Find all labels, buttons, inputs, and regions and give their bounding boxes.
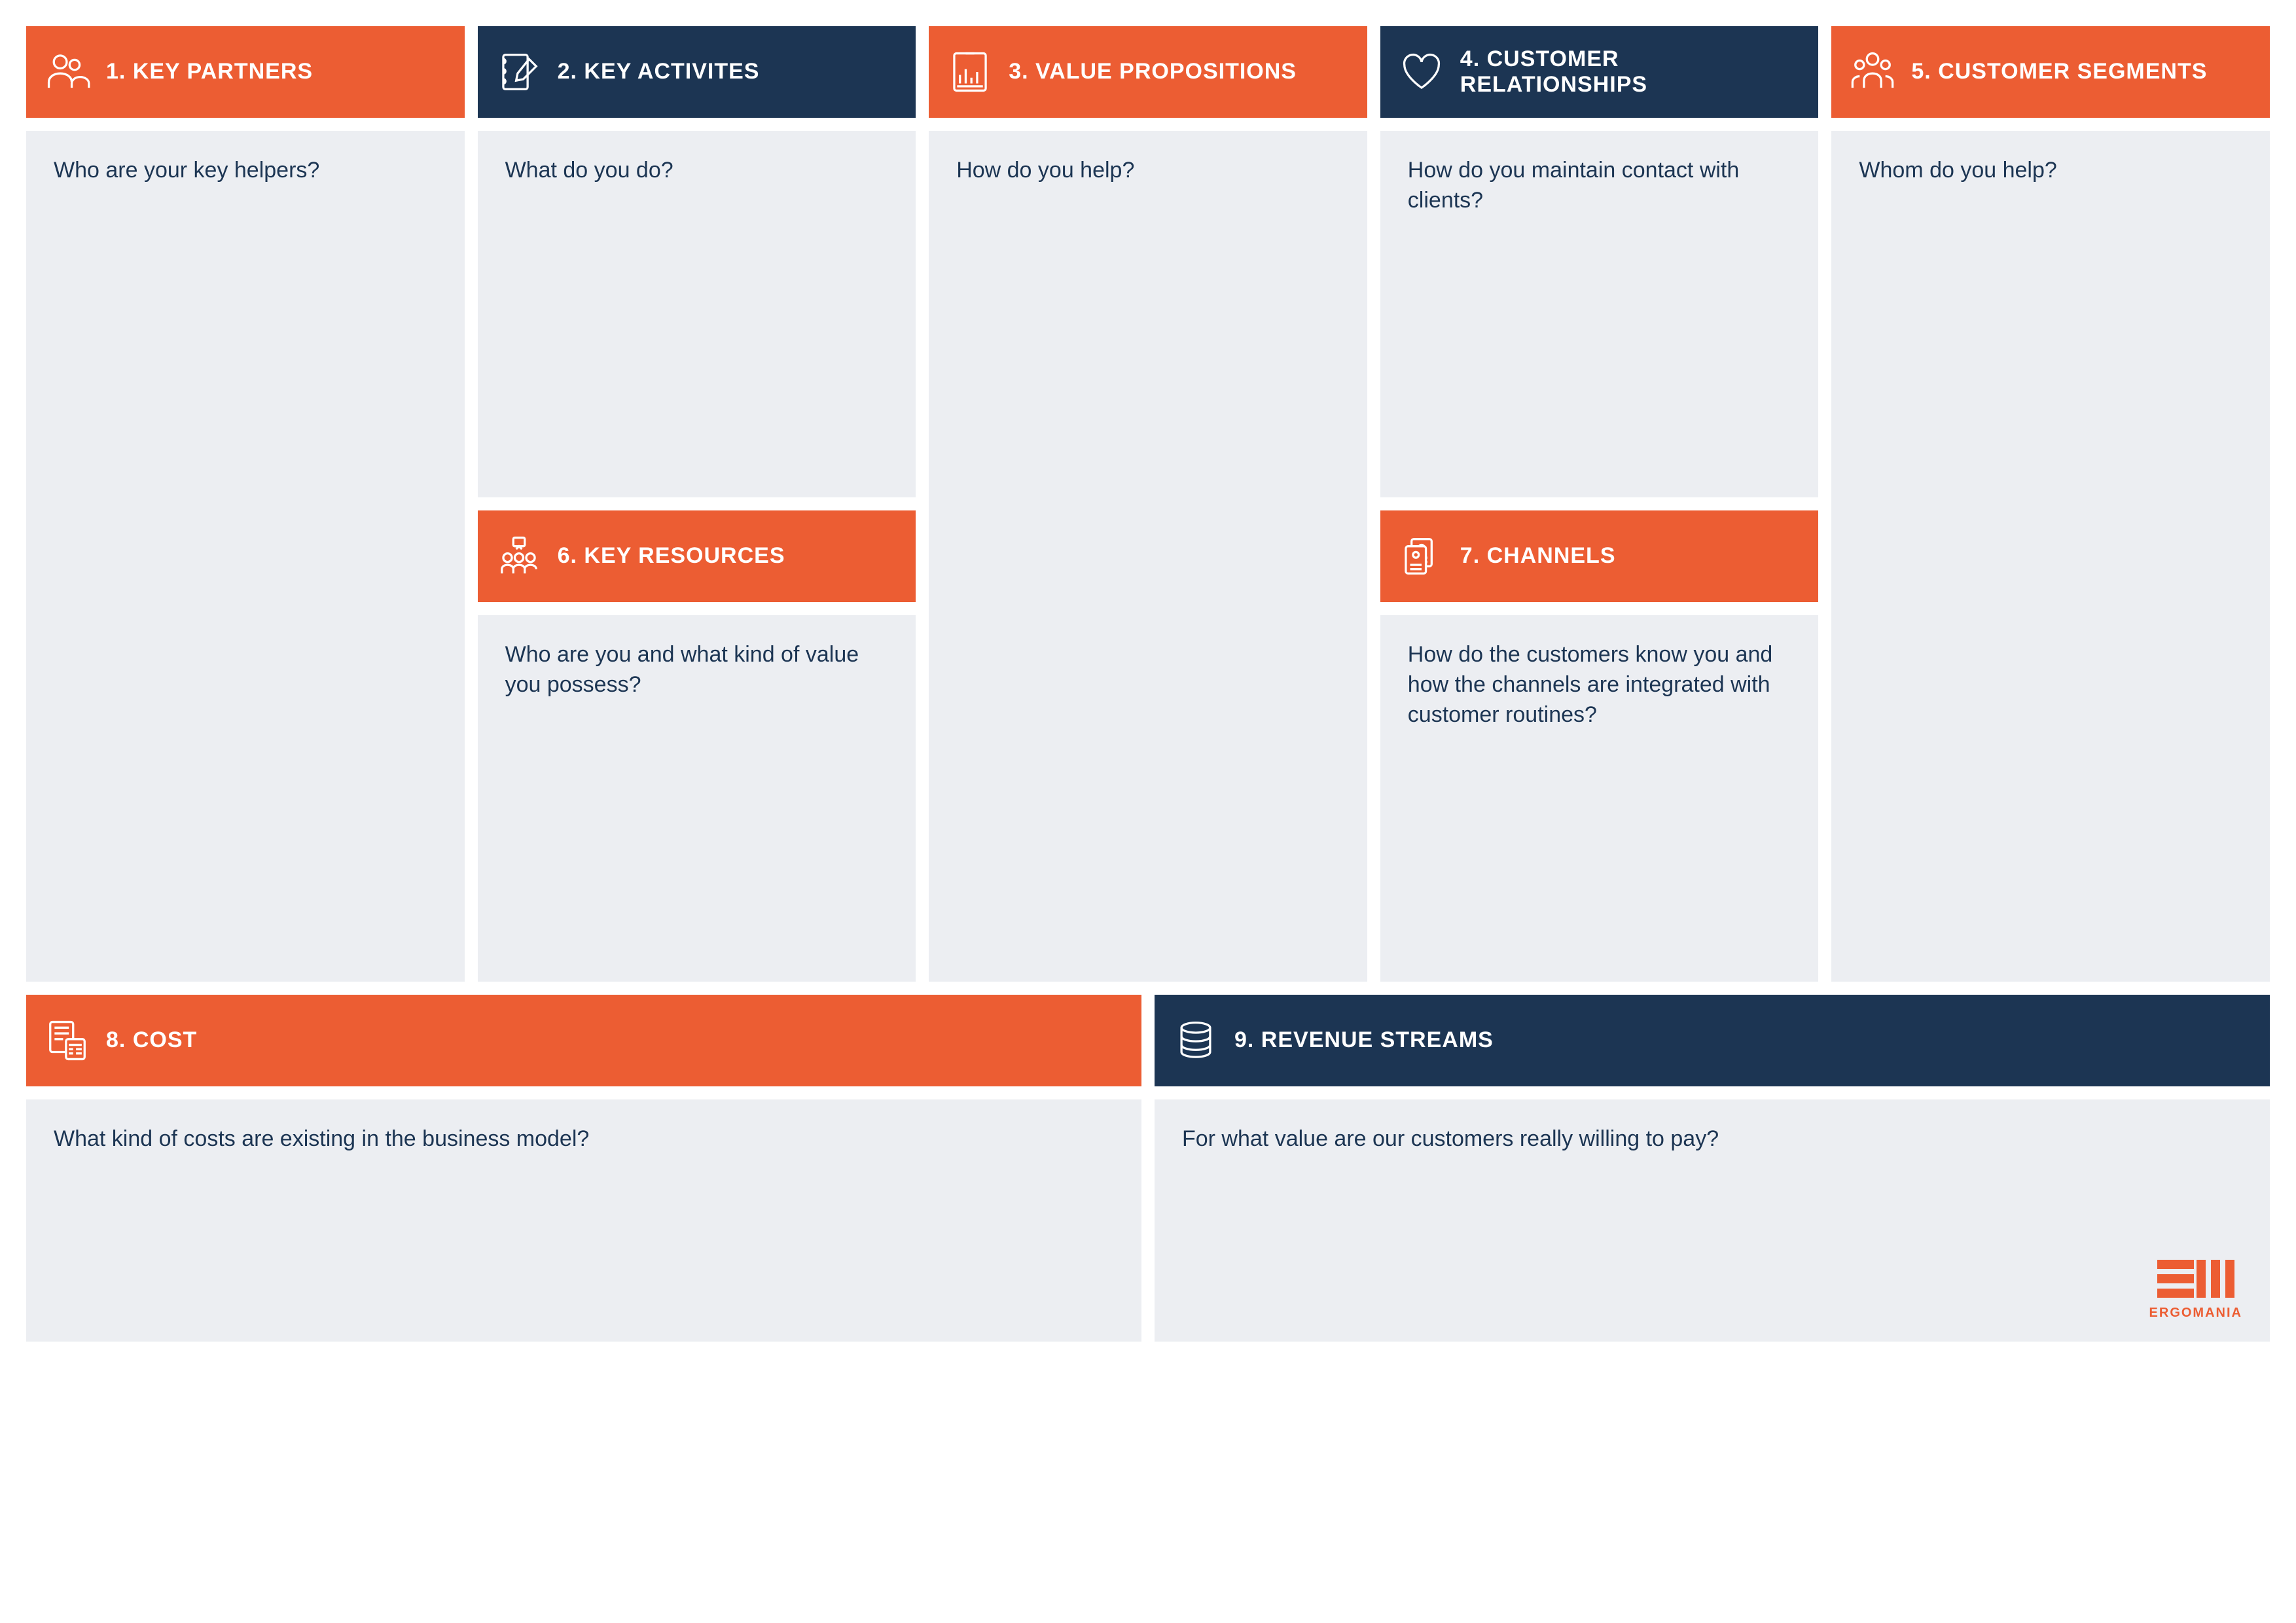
header-customer-segments: 5. CUSTOMER SEGMENTS [1831, 26, 2270, 118]
cost-icon [45, 1018, 90, 1063]
resources-icon [496, 533, 542, 579]
activities-icon [496, 49, 542, 95]
title-cost: 8. COST [106, 1027, 197, 1053]
title-key-partners: 1. KEY PARTNERS [106, 59, 313, 84]
header-customer-relationships: 4. CUSTOMER RELATIONSHIPS [1380, 26, 1819, 118]
body-customer-segments: Whom do you help? [1831, 131, 2270, 982]
title-customer-relationships: 4. CUSTOMER RELATIONSHIPS [1460, 46, 1801, 98]
header-cost: 8. COST [26, 995, 1141, 1086]
body-customer-relationships: How do you maintain contact with clients… [1380, 131, 1819, 497]
header-value-propositions: 3. VALUE PROPOSITIONS [929, 26, 1367, 118]
body-channels: How do the customers know you and how th… [1380, 615, 1819, 982]
heart-icon [1399, 49, 1444, 95]
header-revenue-streams: 9. REVENUE STREAMS [1155, 995, 2270, 1086]
value-icon [947, 49, 993, 95]
revenue-icon [1173, 1018, 1219, 1063]
segments-icon [1850, 49, 1895, 95]
body-key-partners: Who are your key helpers? [26, 131, 465, 982]
title-key-resources: 6. KEY RESOURCES [558, 543, 785, 569]
body-key-resources: Who are you and what kind of value you p… [478, 615, 916, 982]
body-revenue-streams: For what value are our customers really … [1155, 1099, 2270, 1342]
title-key-activities: 2. KEY ACTIVITES [558, 59, 760, 84]
header-key-activities: 2. KEY ACTIVITES [478, 26, 916, 118]
body-key-activities: What do you do? [478, 131, 916, 497]
header-key-resources: 6. KEY RESOURCES [478, 510, 916, 602]
title-revenue-streams: 9. REVENUE STREAMS [1234, 1027, 1494, 1053]
title-customer-segments: 5. CUSTOMER SEGMENTS [1911, 59, 2207, 84]
title-channels: 7. CHANNELS [1460, 543, 1616, 569]
brand-logo-mark [2149, 1260, 2242, 1298]
header-channels: 7. CHANNELS [1380, 510, 1819, 602]
header-key-partners: 1. KEY PARTNERS [26, 26, 465, 118]
title-value-propositions: 3. VALUE PROPOSITIONS [1009, 59, 1297, 84]
business-model-canvas: 1. KEY PARTNERS 2. KEY ACTIVITES 3. VALU… [26, 26, 2270, 1342]
brand-logo: ERGOMANIA [2149, 1260, 2242, 1322]
brand-logo-text: ERGOMANIA [2149, 1304, 2242, 1322]
body-value-propositions: How do you help? [929, 131, 1367, 982]
channels-icon [1399, 533, 1444, 579]
partners-icon [45, 49, 90, 95]
body-cost: What kind of costs are existing in the b… [26, 1099, 1141, 1342]
